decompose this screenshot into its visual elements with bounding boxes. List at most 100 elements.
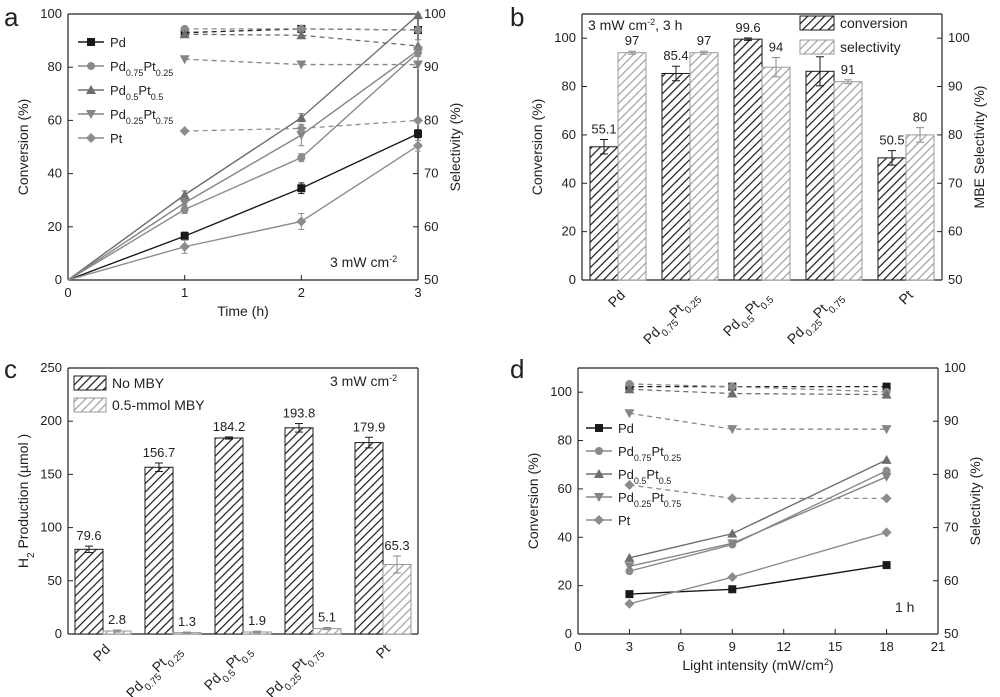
panel-c-data-label: 5.1 bbox=[318, 610, 336, 625]
panel-b-right-tick-label: 50 bbox=[948, 272, 962, 287]
panel-a-legend-marker bbox=[87, 62, 95, 70]
panel-d-series-Pt bbox=[624, 480, 892, 609]
panel-c-legend-swatch-0.5-mmol MBY bbox=[73, 397, 107, 413]
panel-a-x-tick-label: 3 bbox=[414, 285, 421, 300]
panel-a-selectivity-line bbox=[184, 28, 419, 34]
panel-d-series-Pd bbox=[625, 382, 891, 599]
panel-b-left-tick-label: 40 bbox=[562, 175, 576, 190]
panel-a-legend-label-Pd: Pd bbox=[110, 35, 126, 50]
panel-b-legend-swatch-selectivity bbox=[799, 39, 835, 55]
panel-c-bar-No MBY-Pd0.75Pt0.25 bbox=[144, 466, 174, 635]
panel-a-legend-label-Pd0.75Pt0.25: Pd0.75Pt0.25 bbox=[110, 59, 173, 78]
panel-b-category-label-Pt: Pt bbox=[895, 287, 916, 308]
panel-a-selectivity-point bbox=[180, 24, 189, 33]
panel-a-conversion-point bbox=[296, 216, 307, 227]
panel-d-selectivity-point bbox=[881, 493, 892, 504]
panel-c-data-label: 79.6 bbox=[76, 528, 101, 543]
panel-c-legend-label-No MBY: No MBY bbox=[112, 375, 165, 391]
panel-a-right-tick-label: 50 bbox=[424, 272, 438, 287]
panel-d-legend-marker bbox=[594, 469, 604, 478]
panel-b-y-axis-title-right: MBE Selectivity (%) bbox=[971, 86, 987, 209]
panel-b-data-label: 97 bbox=[697, 33, 711, 48]
panel-c-left-tick-label: 200 bbox=[40, 413, 62, 428]
panel-b-left-tick-label: 60 bbox=[562, 127, 576, 142]
panel-b-left-tick-label: 20 bbox=[562, 224, 576, 239]
panel-b-bar-conversion-Pd0.5Pt0.5 bbox=[733, 38, 763, 281]
panel-d-legend: Pd Pd0.75Pt0.25 Pd0.5Pt0.5 Pd0.25Pt0.75 Pt bbox=[586, 421, 681, 528]
panel-a-conversion-point bbox=[414, 129, 422, 138]
panel-d-selectivity-point bbox=[624, 384, 635, 394]
panel-a-left-tick-label: 80 bbox=[48, 59, 62, 74]
panel-a-x-tick-label: 2 bbox=[298, 285, 305, 300]
panel-a-series-Pd0.25Pt0.75 bbox=[67, 39, 423, 281]
panel-c-left-tick-label: 150 bbox=[40, 466, 62, 481]
panel-c-bar-0.5-mmol MBY-Pt bbox=[382, 564, 412, 635]
panel-b-data-label: 50.5 bbox=[879, 133, 904, 148]
panel-c-legend-label-0.5-mmol MBY: 0.5-mmol MBY bbox=[112, 397, 205, 413]
panel-d-x-tick-label: 9 bbox=[729, 639, 736, 654]
panel-d-conversion-point bbox=[881, 454, 892, 464]
panel-a-x-axis-title: Time (h) bbox=[217, 303, 269, 319]
panel-d-left-tick-label: 20 bbox=[558, 578, 572, 593]
panel-a-series-Pt bbox=[67, 115, 423, 281]
panel-a-selectivity-point bbox=[414, 25, 422, 34]
panel-d-conversion-point bbox=[727, 572, 738, 583]
panel-c-chart: c 0 50 100 150 200 250 Pd 79.6 2.8 Pd0.75Pt0.25 15… bbox=[4, 354, 419, 697]
panel-d-conversion-point bbox=[882, 466, 891, 475]
panel-a-conversion-point bbox=[297, 153, 306, 162]
panel-d-left-tick-label: 40 bbox=[558, 529, 572, 544]
panel-a-chart: a 0 1 2 3 0 20 40 60 80 100 50 60 70 80 90 100 Time (h) C… bbox=[4, 2, 463, 319]
panel-a-legend-marker bbox=[86, 133, 96, 143]
panel-b-bar-conversion-Pd bbox=[589, 146, 619, 281]
panel-b-letter: b bbox=[510, 2, 524, 32]
panel-d-conversion-point bbox=[881, 472, 892, 482]
panel-b-y-axis-title-left: Conversion (%) bbox=[529, 99, 545, 195]
panel-b-bar-selectivity-Pd0.75Pt0.25 bbox=[689, 52, 719, 281]
panel-b-legend-label-conversion: conversion bbox=[840, 15, 908, 31]
panel-c-data-label: 179.9 bbox=[353, 419, 386, 434]
panel-d-y-axis-title-left: Conversion (%) bbox=[525, 453, 541, 549]
panel-b-data-label: 55.1 bbox=[591, 122, 616, 137]
panel-a-selectivity-point bbox=[413, 60, 423, 70]
panel-a-selectivity-point bbox=[179, 29, 190, 39]
panel-d-left-tick-label: 0 bbox=[565, 626, 572, 641]
panel-a-selectivity-line bbox=[184, 28, 419, 31]
panel-a-conversion-point bbox=[413, 10, 423, 20]
panel-b-legend-swatch-conversion bbox=[799, 15, 835, 31]
panel-c-category-label-Pt: Pt bbox=[372, 641, 393, 662]
panel-b-category-label-Pd0.5Pt0.5: Pd0.5Pt0.5 bbox=[720, 287, 777, 344]
panel-d-x-tick-label: 18 bbox=[879, 639, 893, 654]
panel-b-data-label: 97 bbox=[625, 33, 639, 48]
panel-b-right-tick-label: 100 bbox=[948, 30, 970, 45]
panel-b-right-tick-label: 90 bbox=[948, 79, 962, 94]
panel-d-letter: d bbox=[510, 354, 524, 384]
panel-d-selectivity-point bbox=[727, 388, 738, 398]
panel-a-selectivity-point bbox=[179, 126, 190, 137]
panel-d-right-tick-label: 80 bbox=[944, 466, 958, 481]
panel-a-legend-marker bbox=[87, 38, 95, 46]
panel-d-left-tick-label: 80 bbox=[558, 433, 572, 448]
panel-a-right-tick-label: 100 bbox=[424, 6, 446, 21]
panel-a-conversion-line bbox=[67, 145, 419, 281]
panel-d-selectivity-point bbox=[624, 409, 635, 419]
panel-d-legend-label-Pd0.5Pt0.5: Pd0.5Pt0.5 bbox=[618, 467, 671, 486]
panel-d-x-tick-label: 12 bbox=[776, 639, 790, 654]
panel-d-x-tick-label: 0 bbox=[574, 639, 581, 654]
panel-d-selectivity-line bbox=[629, 484, 887, 499]
panel-d-selectivity-point bbox=[727, 493, 738, 504]
panel-b-category-label-Pd: Pd bbox=[605, 287, 628, 310]
panel-b-chart: b 0 20 40 60 80 100 50 60 70 80 90 100 Pd 55.1 97 Pd0.7… bbox=[510, 2, 987, 347]
panel-c-left-tick-label: 50 bbox=[48, 573, 62, 588]
panel-c-left-tick-label: 250 bbox=[40, 360, 62, 375]
panel-b-bar-conversion-Pd0.25Pt0.75 bbox=[805, 70, 835, 281]
panel-a-selectivity-line bbox=[184, 58, 418, 66]
panel-d-legend-label-Pt: Pt bbox=[618, 513, 631, 528]
panel-d-selectivity-point bbox=[624, 480, 635, 491]
panel-a-conversion-point bbox=[180, 232, 189, 241]
panel-a-conversion-point bbox=[413, 140, 423, 151]
panel-c-bar-No MBY-Pd0.25Pt0.75 bbox=[284, 427, 314, 635]
panel-a-selectivity-line bbox=[184, 33, 419, 47]
panel-d-series-Pd0.5Pt0.5 bbox=[624, 384, 892, 562]
panel-b-bar-conversion-Pd0.75Pt0.25 bbox=[661, 72, 691, 281]
panel-d-selectivity-line bbox=[629, 412, 887, 430]
